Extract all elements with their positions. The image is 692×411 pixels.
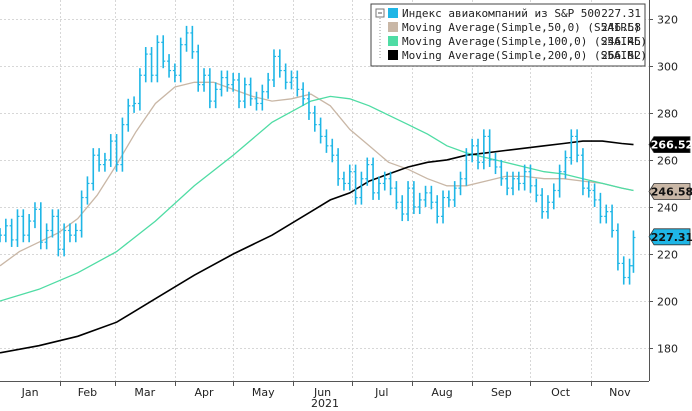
y-tick-label: 200 [657, 296, 678, 309]
last-value-text: 227.31 [651, 231, 692, 244]
y-tick-label: 260 [657, 155, 678, 168]
x-tick-label: Jan [21, 386, 39, 399]
legend-value: 227.31 [601, 7, 641, 20]
legend-value: 266.52 [601, 49, 641, 62]
x-axis: Jan Feb Mar Apr May Jun Jul Aug Sep Oct Nov [21, 381, 631, 399]
legend-swatch [388, 50, 398, 60]
x-tick-label: Oct [551, 386, 571, 399]
legend-swatch [388, 8, 398, 18]
price-series [0, 25, 636, 285]
x-tick-label: Jul [374, 386, 388, 399]
last-value-labels: 266.52 246.58 227.31 [648, 136, 692, 246]
legend-value: 246.58 [601, 21, 641, 34]
legend-label: Moving Average(Simple,50,0) (S5AIRL) [402, 21, 640, 34]
legend-swatch [388, 36, 398, 46]
moving-average-line [0, 140, 634, 354]
legend-box [370, 3, 646, 67]
x-tick-label: Aug [431, 386, 452, 399]
y-tick-label: 220 [657, 249, 678, 262]
y-tick-label: 300 [657, 61, 678, 74]
legend-label: Moving Average(Simple,100,0) (S5AIRL) [402, 35, 647, 48]
x-tick-label: Nov [609, 386, 631, 399]
last-value-text: 266.52 [651, 139, 692, 152]
legend-label: Moving Average(Simple,200,0) (S5AIRL) [402, 49, 647, 62]
x-group-label: 2021 [311, 397, 339, 410]
legend-value: 246.45 [601, 35, 641, 48]
y-tick-label: 320 [657, 14, 678, 27]
y-axis: 180 200 220 240 260 280 300 320 [649, 14, 678, 356]
y-tick-label: 240 [657, 202, 678, 215]
legend: Индекс авиакомпаний из S&P 500 227.31Movi… [370, 3, 647, 67]
x-tick-label: Mar [134, 386, 155, 399]
legend-swatch [388, 22, 398, 32]
y-tick-label: 280 [657, 108, 678, 121]
last-value-tag [648, 228, 691, 246]
moving-average-line [0, 81, 634, 267]
x-tick-label: Apr [195, 386, 215, 399]
y-tick-label: 180 [657, 343, 678, 356]
x-tick-label: Jun [313, 386, 331, 399]
last-value-text: 246.58 [651, 185, 692, 198]
grid [0, 0, 649, 381]
x-tick-label: Sep [491, 386, 512, 399]
x-tick-label: Feb [78, 386, 97, 399]
x-tick-label: May [252, 386, 275, 399]
series-layer [0, 25, 636, 354]
last-value-tag [648, 136, 691, 153]
legend-label: Индекс авиакомпаний из S&P 500 [402, 7, 601, 20]
last-value-tag [648, 183, 691, 200]
